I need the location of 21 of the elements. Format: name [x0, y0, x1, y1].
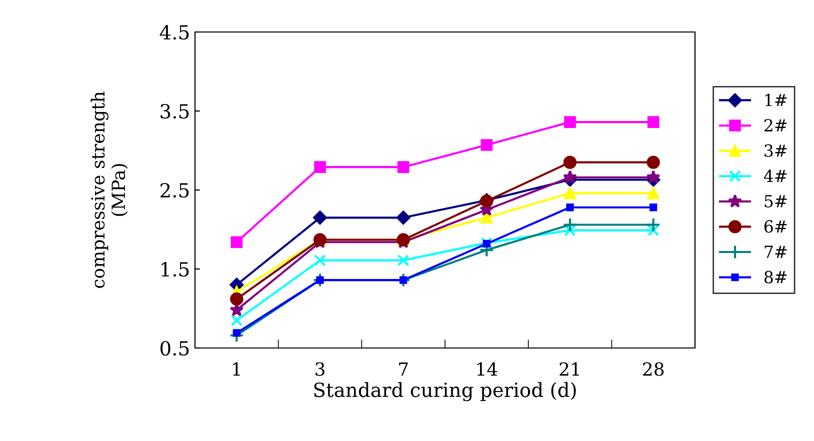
- legend-label: 4#: [764, 170, 787, 182]
- y-axis-title: compressive strength (MPa): [90, 92, 128, 288]
- legend-label: 5#: [764, 195, 787, 208]
- x-tick-label: 14: [477, 362, 498, 376]
- legend-label: 1#: [765, 94, 787, 106]
- legend-label: 6#: [764, 220, 787, 233]
- x-axis-title: Standard curing period (d): [314, 382, 576, 402]
- y-tick-label: 4.5: [160, 24, 189, 40]
- y-tick-label: 2.5: [160, 182, 189, 198]
- legend-label: 7#: [764, 246, 787, 258]
- y-tick-label: 1.5: [162, 262, 189, 277]
- y-tick-label: 0.5: [160, 340, 189, 356]
- x-tick-label: 21: [560, 362, 579, 376]
- x-tick-label: 3: [316, 362, 324, 376]
- legend-label: 3#: [764, 144, 787, 157]
- legend-label: 2#: [764, 118, 787, 132]
- legend-label: 8#: [764, 270, 787, 284]
- x-tick-label: 1: [233, 362, 240, 376]
- x-tick-label: 28: [643, 362, 664, 376]
- x-tick-label: 7: [399, 362, 408, 376]
- y-tick-label: 3.5: [160, 104, 189, 119]
